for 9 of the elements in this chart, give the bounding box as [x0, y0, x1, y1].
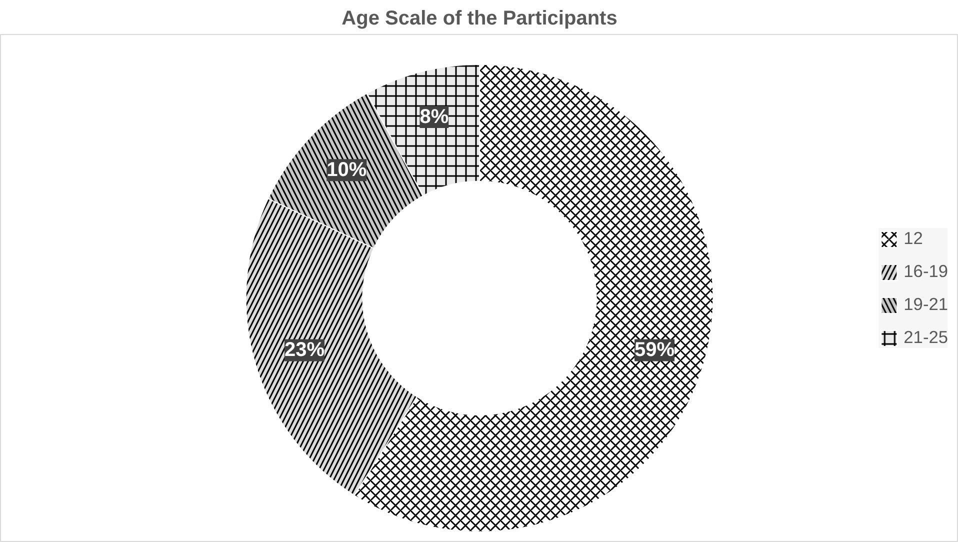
legend-label: 19-21 — [904, 294, 948, 315]
data-label: 23% — [284, 339, 325, 362]
data-label: 10% — [326, 159, 367, 182]
data-label: 59% — [634, 339, 675, 362]
legend-label: 12 — [904, 228, 924, 249]
data-label: 8% — [420, 106, 449, 128]
legend-label: 16-19 — [904, 261, 948, 282]
legend-label: 21-25 — [904, 327, 948, 348]
chart-title: Age Scale of the Participants — [342, 8, 618, 30]
